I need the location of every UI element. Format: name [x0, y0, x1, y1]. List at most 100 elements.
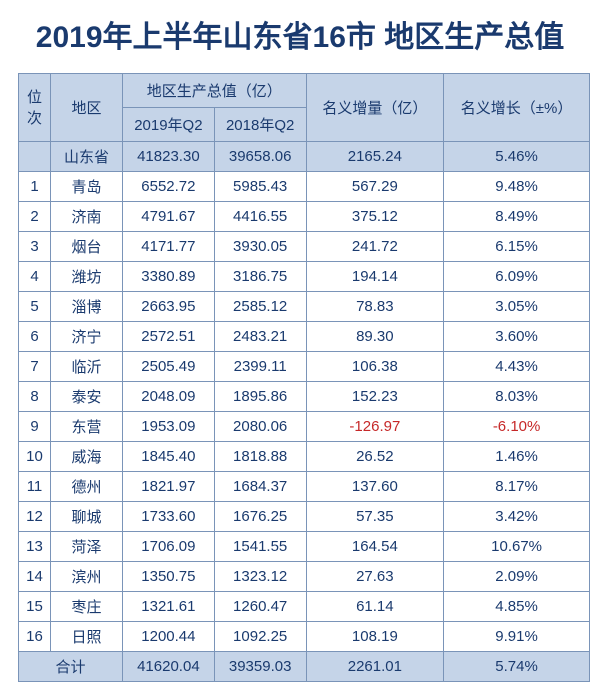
cell-gdp-2019q2: 1821.97 [123, 471, 215, 501]
cell-gdp-2018q2: 1323.12 [214, 561, 306, 591]
cell-increase: 61.14 [306, 591, 444, 621]
cell-gdp-2018q2: 3930.05 [214, 231, 306, 261]
cell-gdp-2019q2: 1845.40 [123, 441, 215, 471]
total-2019q2: 41620.04 [123, 651, 215, 681]
table-row: 1青岛6552.725985.43567.299.48% [19, 171, 590, 201]
cell-increase: 194.14 [306, 261, 444, 291]
table-row: 9东营1953.092080.06-126.97-6.10% [19, 411, 590, 441]
cell-increase: 106.38 [306, 351, 444, 381]
cell-growth: 6.15% [444, 231, 590, 261]
cell-region: 滨州 [51, 561, 123, 591]
cell-region: 青岛 [51, 171, 123, 201]
cell-gdp-2018q2: 1684.37 [214, 471, 306, 501]
header-region: 地区 [51, 73, 123, 141]
cell-region: 枣庄 [51, 591, 123, 621]
cell-gdp-2019q2: 6552.72 [123, 171, 215, 201]
cell-rank: 10 [19, 441, 51, 471]
table-row: 4潍坊3380.893186.75194.146.09% [19, 261, 590, 291]
cell-rank: 3 [19, 231, 51, 261]
cell-gdp-2019q2: 2572.51 [123, 321, 215, 351]
cell-region: 济宁 [51, 321, 123, 351]
cell-growth: 8.17% [444, 471, 590, 501]
cell-gdp-2019q2: 1733.60 [123, 501, 215, 531]
cell-growth: 4.85% [444, 591, 590, 621]
cell-growth: 8.49% [444, 201, 590, 231]
table-row: 3烟台4171.773930.05241.726.15% [19, 231, 590, 261]
cell-gdp-2019q2: 2048.09 [123, 381, 215, 411]
header-rank: 位次 [19, 73, 51, 141]
cell-increase: 89.30 [306, 321, 444, 351]
cell-gdp-2019q2: 2505.49 [123, 351, 215, 381]
cell-gdp-2019q2: 1350.75 [123, 561, 215, 591]
header-2018q2: 2018年Q2 [214, 107, 306, 141]
table-row: 13菏泽1706.091541.55164.5410.67% [19, 531, 590, 561]
cell-region: 泰安 [51, 381, 123, 411]
cell-gdp-2018q2: 1260.47 [214, 591, 306, 621]
cell-rank: 16 [19, 621, 51, 651]
cell-increase: 26.52 [306, 441, 444, 471]
table-row: 14滨州1350.751323.1227.632.09% [19, 561, 590, 591]
province-increase: 2165.24 [306, 141, 444, 171]
cell-rank: 8 [19, 381, 51, 411]
cell-region: 烟台 [51, 231, 123, 261]
cell-region: 潍坊 [51, 261, 123, 291]
cell-gdp-2018q2: 1676.25 [214, 501, 306, 531]
table-row: 6济宁2572.512483.2189.303.60% [19, 321, 590, 351]
province-growth: 5.46% [444, 141, 590, 171]
cell-rank: 13 [19, 531, 51, 561]
cell-growth: 6.09% [444, 261, 590, 291]
table-row: 8泰安2048.091895.86152.238.03% [19, 381, 590, 411]
cell-rank: 7 [19, 351, 51, 381]
total-growth: 5.74% [444, 651, 590, 681]
cell-region: 菏泽 [51, 531, 123, 561]
cell-gdp-2018q2: 3186.75 [214, 261, 306, 291]
cell-region: 东营 [51, 411, 123, 441]
cell-gdp-2018q2: 1092.25 [214, 621, 306, 651]
cell-increase: 164.54 [306, 531, 444, 561]
cell-rank: 15 [19, 591, 51, 621]
cell-rank: 9 [19, 411, 51, 441]
province-2018q2: 39658.06 [214, 141, 306, 171]
cell-growth: 1.46% [444, 441, 590, 471]
header-2019q2: 2019年Q2 [123, 107, 215, 141]
cell-gdp-2019q2: 4791.67 [123, 201, 215, 231]
total-2018q2: 39359.03 [214, 651, 306, 681]
total-row: 合计 41620.04 39359.03 2261.01 5.74% [19, 651, 590, 681]
cell-growth: 8.03% [444, 381, 590, 411]
header-growth: 名义增长（±%） [444, 73, 590, 141]
cell-gdp-2019q2: 1953.09 [123, 411, 215, 441]
cell-region: 德州 [51, 471, 123, 501]
cell-gdp-2018q2: 5985.43 [214, 171, 306, 201]
cell-gdp-2019q2: 2663.95 [123, 291, 215, 321]
cell-gdp-2019q2: 1706.09 [123, 531, 215, 561]
province-row: 山东省 41823.30 39658.06 2165.24 5.46% [19, 141, 590, 171]
cell-increase: 57.35 [306, 501, 444, 531]
cell-region: 临沂 [51, 351, 123, 381]
table-row: 2济南4791.674416.55375.128.49% [19, 201, 590, 231]
cell-region: 日照 [51, 621, 123, 651]
cell-growth: 10.67% [444, 531, 590, 561]
cell-region: 威海 [51, 441, 123, 471]
cell-rank: 5 [19, 291, 51, 321]
table-row: 10威海1845.401818.8826.521.46% [19, 441, 590, 471]
gdp-table: 位次 地区 地区生产总值（亿） 名义增量（亿） 名义增长（±%） 2019年Q2… [18, 73, 590, 682]
cell-region: 淄博 [51, 291, 123, 321]
cell-gdp-2018q2: 1818.88 [214, 441, 306, 471]
table-row: 7临沂2505.492399.11106.384.43% [19, 351, 590, 381]
cell-increase: 152.23 [306, 381, 444, 411]
province-2019q2: 41823.30 [123, 141, 215, 171]
cell-growth: 3.05% [444, 291, 590, 321]
table-row: 5淄博2663.952585.1278.833.05% [19, 291, 590, 321]
cell-gdp-2018q2: 4416.55 [214, 201, 306, 231]
cell-increase: 27.63 [306, 561, 444, 591]
cell-region: 济南 [51, 201, 123, 231]
province-name: 山东省 [51, 141, 123, 171]
cell-growth: 2.09% [444, 561, 590, 591]
cell-growth: -6.10% [444, 411, 590, 441]
cell-gdp-2018q2: 2080.06 [214, 411, 306, 441]
table-body: 山东省 41823.30 39658.06 2165.24 5.46% 1青岛6… [19, 141, 590, 651]
table-container: 位次 地区 地区生产总值（亿） 名义增量（亿） 名义增长（±%） 2019年Q2… [0, 73, 600, 692]
cell-growth: 3.42% [444, 501, 590, 531]
cell-rank: 14 [19, 561, 51, 591]
cell-gdp-2018q2: 1895.86 [214, 381, 306, 411]
